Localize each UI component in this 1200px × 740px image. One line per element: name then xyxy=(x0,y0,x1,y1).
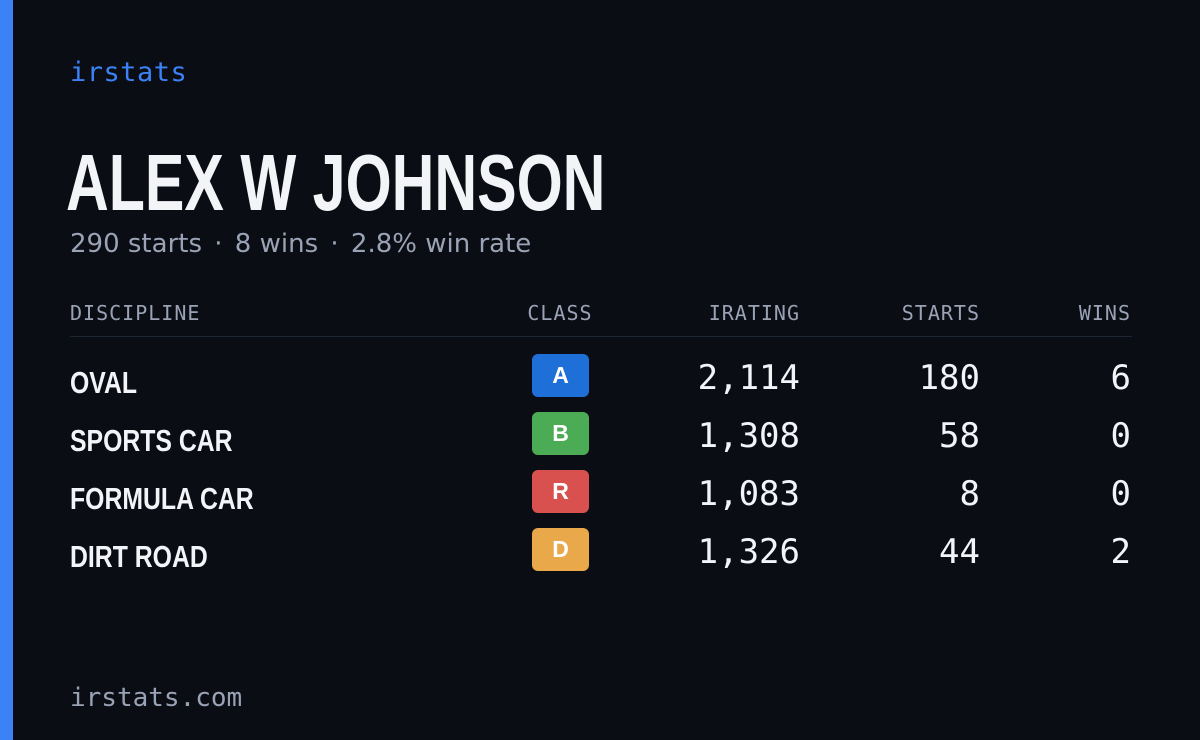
starts-value: 44 xyxy=(939,532,980,572)
table-row: DIRT ROAD D 1,326 44 2 xyxy=(0,528,1200,586)
wins-value: 6 xyxy=(1110,358,1131,398)
table-row: SPORTS CAR B 1,308 58 0 xyxy=(0,412,1200,470)
column-header-discipline: DISCIPLINE xyxy=(70,301,201,325)
summary-separator: · xyxy=(330,229,339,259)
irating-value: 1,326 xyxy=(697,532,800,572)
wins-summary: 8 wins xyxy=(234,229,319,259)
discipline-name: DIRT ROAD xyxy=(70,539,208,574)
brand-logo[interactable]: irstats xyxy=(70,57,188,88)
license-class-badge: R xyxy=(532,470,589,513)
footer-url[interactable]: irstats.com xyxy=(70,683,243,713)
header-divider xyxy=(70,336,1132,337)
discipline-name: OVAL xyxy=(70,365,138,400)
irating-value: 1,083 xyxy=(697,474,800,514)
wins-value: 2 xyxy=(1110,532,1131,572)
starts-value: 8 xyxy=(959,474,980,514)
summary-separator: · xyxy=(214,229,223,259)
license-class-badge: A xyxy=(532,354,589,397)
irating-value: 1,308 xyxy=(697,416,800,456)
driver-summary: 290 starts · 8 wins · 2.8% win rate xyxy=(70,226,531,262)
table-row: OVAL A 2,114 180 6 xyxy=(0,354,1200,412)
column-header-class: CLASS xyxy=(527,301,593,325)
starts-value: 58 xyxy=(939,416,980,456)
accent-bar xyxy=(0,0,13,740)
column-header-wins: WINS xyxy=(1078,301,1131,325)
column-header-starts: STARTS xyxy=(901,301,980,325)
irating-value: 2,114 xyxy=(697,358,800,398)
wins-value: 0 xyxy=(1110,474,1131,514)
discipline-name: FORMULA CAR xyxy=(70,481,254,516)
table-row: FORMULA CAR R 1,083 8 0 xyxy=(0,470,1200,528)
discipline-name: SPORTS CAR xyxy=(70,423,233,458)
wins-value: 0 xyxy=(1110,416,1131,456)
column-header-irating: IRATING xyxy=(708,301,800,325)
win-rate-summary: 2.8% win rate xyxy=(350,229,532,259)
license-class-badge: B xyxy=(532,412,589,455)
starts-summary: 290 starts xyxy=(70,229,202,259)
license-class-badge: D xyxy=(532,528,589,571)
starts-value: 180 xyxy=(918,358,980,398)
driver-name: ALEX W JOHNSON xyxy=(66,138,606,227)
